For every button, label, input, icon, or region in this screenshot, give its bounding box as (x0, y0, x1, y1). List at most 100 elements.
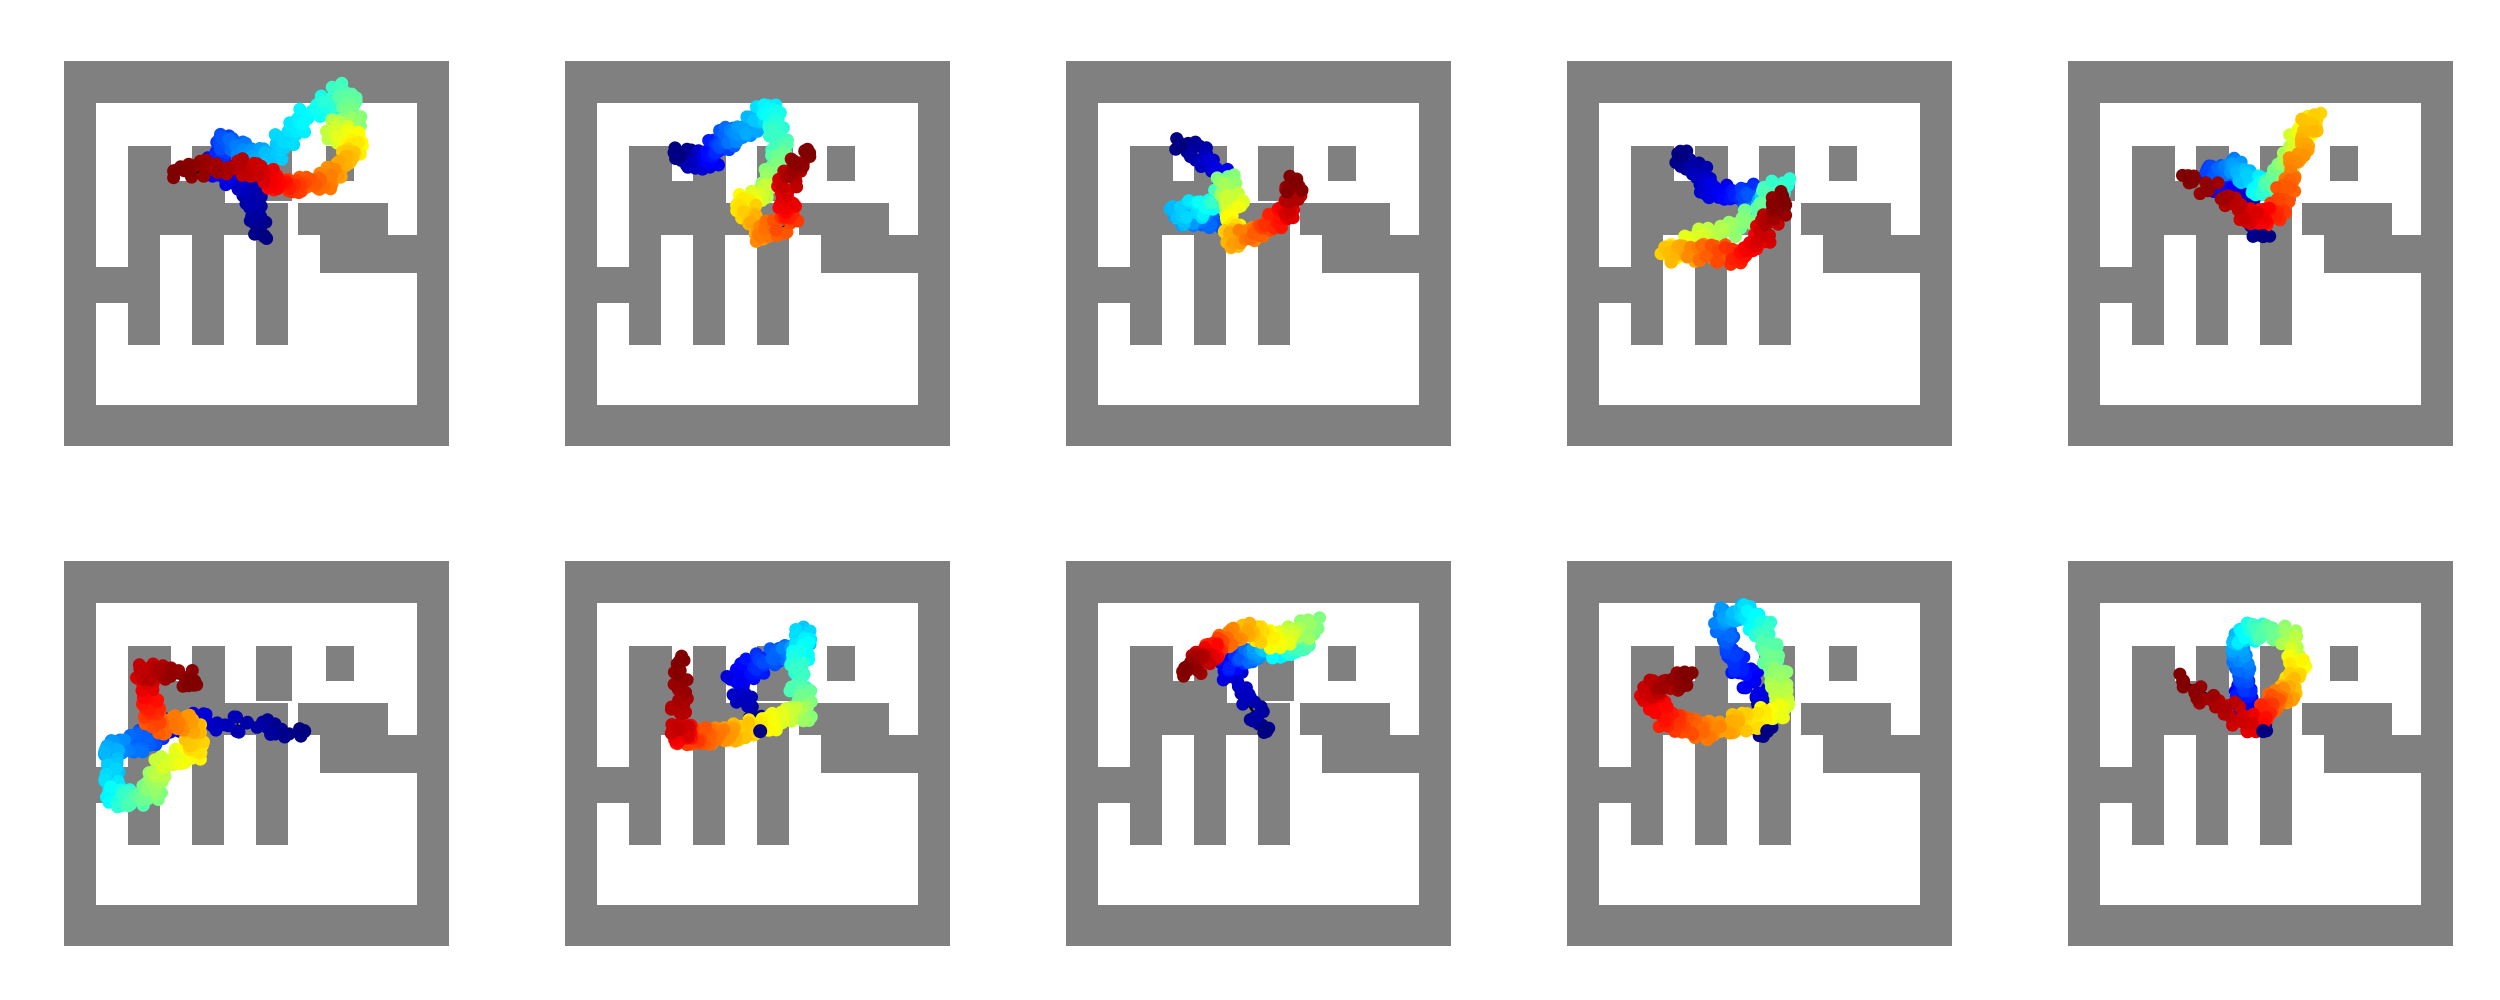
trajectory-end-marker (1289, 174, 1304, 189)
trajectory-end-marker (1775, 189, 1790, 204)
trajectory-point (767, 123, 781, 137)
maze-inner-wall (629, 235, 661, 345)
trajectory-point (164, 669, 178, 683)
trajectory-point (231, 182, 245, 196)
maze-inner-wall (1098, 267, 1130, 303)
trajectory-point (742, 716, 755, 730)
maze-inner-wall (1631, 735, 1663, 845)
maze-inner-wall (597, 267, 629, 303)
trajectory-point (2211, 176, 2225, 190)
trajectory-point (209, 723, 223, 737)
maze-inner-wall (597, 767, 629, 803)
maze-inner-wall (2196, 235, 2228, 345)
trajectory-point (2295, 112, 2309, 126)
trajectory-end-marker (2181, 169, 2196, 184)
maze-inner-wall (2196, 735, 2228, 845)
maze-inner-wall (2324, 735, 2421, 773)
maze-inner-wall (2132, 646, 2175, 681)
trajectory-point (110, 800, 124, 814)
maze-inner-wall (757, 735, 789, 845)
trajectory-point (1755, 198, 1769, 212)
trajectory-point (1770, 637, 1784, 651)
maze-inner-wall (693, 735, 725, 845)
trajectory-point (671, 668, 685, 682)
trajectory-point (277, 135, 290, 149)
maze-inner-wall (1300, 203, 1390, 235)
trajectory-point (250, 720, 264, 734)
trajectory-point (210, 166, 224, 179)
trajectory-end-marker (187, 674, 202, 689)
trajectory-point (275, 152, 289, 166)
trajectory-point (104, 780, 118, 794)
trajectory-point (1716, 222, 1730, 236)
trajectory-points (1163, 132, 1309, 255)
trajectory-point (739, 127, 753, 141)
trajectory-point (316, 94, 330, 108)
trajectory-point (241, 715, 254, 729)
panel-row2-col1 (64, 561, 449, 946)
trajectory-point (731, 674, 745, 688)
maze-inner-wall (2132, 735, 2164, 845)
trajectory-start-marker (2256, 229, 2271, 244)
trajectory-point (1695, 238, 1709, 252)
maze-inner-wall (2330, 146, 2358, 181)
maze-inner-wall (1258, 235, 1290, 345)
trajectory-start-marker (2256, 724, 2271, 739)
trajectory-point (236, 152, 249, 166)
trajectory-points (1654, 144, 1797, 271)
trajectory-point (1710, 255, 1724, 268)
trajectory-points (667, 98, 817, 248)
trajectory-point (776, 180, 790, 194)
trajectory-point (1218, 195, 1232, 208)
maze-inner-wall (128, 181, 225, 203)
trajectory-end-marker (167, 164, 182, 179)
trajectory-point (251, 168, 264, 182)
maze-inner-wall (298, 203, 388, 235)
trajectory-point (788, 156, 802, 170)
maze-inner-wall (256, 735, 288, 845)
trajectory-end-marker (798, 144, 813, 159)
trajectory-start-marker (753, 724, 768, 739)
maze-inner-wall (1801, 703, 1891, 735)
trajectory-point (109, 762, 123, 776)
trajectory-point (287, 138, 301, 152)
maze-inner-wall (256, 646, 292, 701)
trajectory-point (1699, 249, 1713, 263)
maze-inner-wall (298, 703, 388, 735)
maze-inner-wall (799, 203, 889, 235)
trajectory-point (227, 710, 241, 724)
trajectory-point (2251, 205, 2264, 219)
maze-inner-wall (1322, 735, 1419, 773)
maze-inner-wall (821, 735, 918, 773)
maze-inner-wall (1759, 735, 1791, 845)
trajectory-start-marker (1259, 724, 1274, 739)
trajectory-start-marker (673, 149, 688, 164)
maze-inner-wall (1194, 735, 1226, 845)
trajectory-point (741, 692, 755, 706)
trajectory-end-marker (673, 654, 688, 669)
trajectory-point (117, 733, 131, 747)
trajectory-points (167, 76, 369, 245)
trajectory-point (197, 169, 211, 183)
trajectory-point (2270, 181, 2284, 195)
maze-inner-wall (2260, 235, 2292, 345)
maze-inner-wall (128, 146, 171, 181)
trajectory-start-marker (257, 229, 272, 244)
panel-row1-col5 (2068, 61, 2453, 446)
maze-inner-wall (1130, 681, 1227, 703)
trajectory-start-marker (1760, 724, 1775, 739)
maze-inner-wall (1823, 235, 1920, 273)
maze-inner-wall (629, 735, 661, 845)
trajectory-point (98, 745, 111, 759)
maze-inner-wall (1631, 146, 1674, 181)
panel-row2-col2 (565, 561, 950, 946)
panel-row1-col2 (565, 61, 950, 446)
trajectory-point (1251, 708, 1265, 722)
maze-inner-wall (96, 267, 128, 303)
trajectory-start-marker (1174, 139, 1189, 154)
maze-inner-wall (1823, 735, 1920, 773)
maze-inner-wall (693, 235, 725, 345)
maze-inner-wall (827, 646, 855, 681)
trajectory-point (670, 720, 684, 734)
